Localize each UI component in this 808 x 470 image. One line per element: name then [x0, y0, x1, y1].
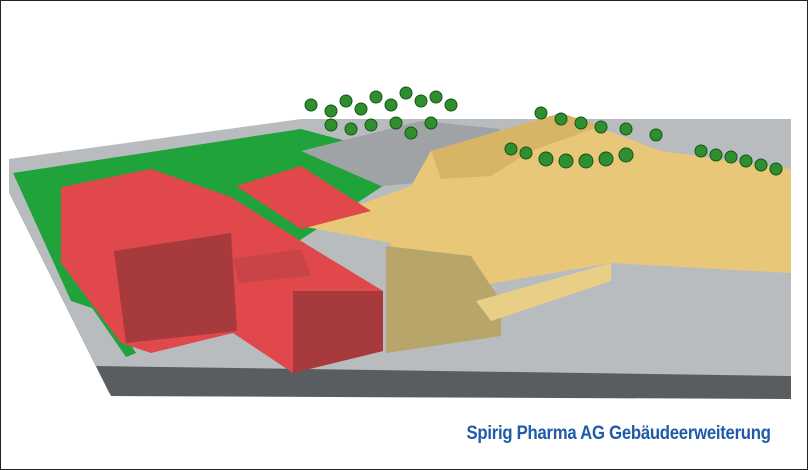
red-face-dark	[114, 233, 237, 343]
caption: Spirig Pharma AG Gebäudeerweiterung	[467, 423, 771, 445]
building-rendering	[1, 1, 807, 469]
picture-frame: Spirig Pharma AG Gebäudeerweiterung	[0, 0, 808, 470]
